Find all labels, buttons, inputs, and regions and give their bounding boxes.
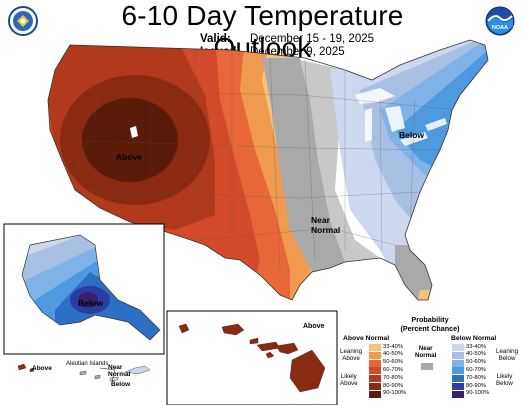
legend-below-swatch — [452, 367, 464, 375]
legend-near-header: Near Normal — [415, 345, 437, 359]
legend-above-range: 60-70% — [383, 366, 403, 373]
legend-above-range: 70-80% — [383, 374, 403, 381]
legend-likely-below: Likely Below — [496, 373, 513, 387]
aleutian-near-normal-label: Near Normal — [108, 364, 131, 378]
aleutian-islands — [17, 363, 151, 382]
legend-below-range: 60-70% — [466, 366, 486, 373]
legend-above-range: 50-60% — [383, 359, 403, 366]
legend-below-swatch — [452, 390, 464, 398]
hawaii-above-label: Above — [303, 323, 325, 330]
conus-near-normal-label: Near Normal — [311, 215, 341, 235]
legend-below-swatch — [452, 383, 464, 390]
commerce-seal-icon[interactable] — [8, 6, 38, 36]
legend-below-header: Below Normal — [451, 335, 497, 342]
legend-above-range: 90-100% — [383, 390, 407, 397]
alaska-below-label: Below — [78, 298, 104, 308]
legend-below-range: 40-50% — [466, 351, 486, 358]
legend-above-swatch — [369, 383, 381, 390]
legend-above-range: 33-40% — [383, 343, 403, 350]
noaa-logo-icon[interactable]: NOAA — [485, 6, 515, 36]
legend-below-swatch — [452, 375, 464, 383]
valid-label: Valid: — [200, 33, 231, 45]
legend-above-swatch — [369, 367, 381, 375]
legend-likely-above: Likely Above — [340, 373, 358, 387]
legend-below-swatch — [452, 351, 464, 359]
legend-above-swatch — [369, 390, 381, 398]
legend-below-range: 90-100% — [466, 390, 490, 397]
legend-above-swatch — [369, 351, 381, 359]
legend-above-header: Above Normal — [343, 335, 390, 342]
conus-below-label: Below — [399, 130, 425, 140]
aleutian-below-label: Below — [111, 381, 131, 388]
legend-below-swatch — [452, 359, 464, 367]
legend-above-swatch — [369, 375, 381, 383]
legend-title: Probability (Percent Chance) — [400, 315, 460, 333]
legend-leaning-above: Leaning Above — [340, 348, 363, 362]
legend-below-range: 70-80% — [466, 374, 486, 381]
legend-above-swatch — [369, 359, 381, 367]
conus-above-label: Above — [116, 152, 142, 162]
aleutian-islands-label: Aleutian Islands — [66, 361, 109, 367]
noaa-logo-text: NOAA — [492, 25, 508, 31]
legend-below-range: 50-60% — [466, 359, 486, 366]
alaska-inset — [3, 223, 165, 355]
legend-below-swatch — [452, 344, 464, 351]
hawaii-inset — [166, 310, 338, 405]
legend-above-range: 80-90% — [383, 382, 403, 389]
aleutian-above-label: Above — [32, 365, 52, 372]
page-title: 6-10 Day Temperature Outlook — [121, 0, 404, 63]
legend-near-swatch — [421, 363, 433, 370]
legend-below-range: 33-40% — [466, 343, 486, 350]
legend-leaning-below: Leaning Below — [496, 348, 519, 362]
valid-value: December 15 - 19, 2025 — [250, 33, 375, 45]
legend-above-range: 40-50% — [383, 351, 403, 358]
legend-below-range: 80-90% — [466, 382, 486, 389]
legend-above-swatch — [369, 344, 381, 351]
